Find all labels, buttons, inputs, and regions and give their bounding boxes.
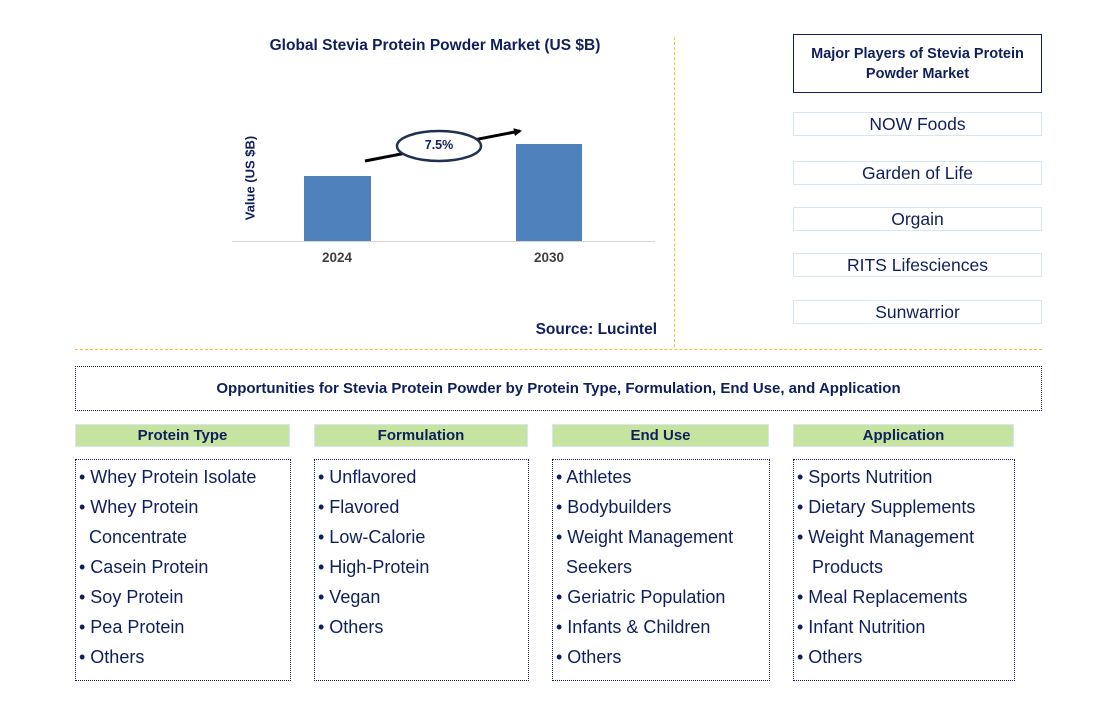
cagr-label: 7.5% bbox=[424, 138, 454, 152]
formulation-list: • Unflavored • Flavored • Low-Calorie • … bbox=[314, 459, 529, 681]
source-label: Source: Lucintel bbox=[535, 321, 657, 338]
list-item: Seekers bbox=[556, 557, 633, 577]
list-item: • Others bbox=[556, 647, 622, 667]
list-item: • Flavored bbox=[318, 497, 400, 517]
opportunities-title: Opportunities for Stevia Protein Powder … bbox=[75, 366, 1042, 411]
list-item: • Weight Management bbox=[797, 527, 975, 547]
list-item: • Others bbox=[79, 647, 145, 667]
list-item: • High-Protein bbox=[318, 557, 430, 577]
list-item: • Infant Nutrition bbox=[797, 617, 926, 637]
vertical-divider bbox=[674, 37, 675, 347]
list-item: • Low-Calorie bbox=[318, 527, 426, 547]
horizontal-divider bbox=[75, 349, 1042, 350]
player-garden-of-life: Garden of Life bbox=[793, 161, 1042, 185]
list-item: • Whey Protein Isolate bbox=[79, 467, 257, 487]
list-item: • Bodybuilders bbox=[556, 497, 672, 517]
bar-2024 bbox=[304, 176, 371, 241]
list-item: • Dietary Supplements bbox=[797, 497, 976, 517]
list-item: • Sports Nutrition bbox=[797, 467, 933, 487]
list-item: • Infants & Children bbox=[556, 617, 711, 637]
application-list: • Sports Nutrition • Dietary Supplements… bbox=[793, 459, 1015, 681]
player-sunwarrior: Sunwarrior bbox=[793, 300, 1042, 324]
players-title: Major Players of Stevia Protein Powder M… bbox=[793, 34, 1042, 93]
list-item: Concentrate bbox=[79, 527, 188, 547]
list-item: • Unflavored bbox=[318, 467, 417, 487]
end-use-list: • Athletes • Bodybuilders • Weight Manag… bbox=[552, 459, 770, 681]
list-item: • Weight Management bbox=[556, 527, 734, 547]
player-orgain: Orgain bbox=[793, 207, 1042, 231]
player-rits-lifesciences: RITS Lifesciences bbox=[793, 253, 1042, 277]
list-item: • Meal Replacements bbox=[797, 587, 968, 607]
list-item: • Athletes bbox=[556, 467, 632, 487]
chart-title: Global Stevia Protein Powder Market (US … bbox=[269, 37, 601, 54]
player-now-foods: NOW Foods bbox=[793, 112, 1042, 136]
column-header-end-use: End Use bbox=[552, 424, 769, 447]
list-item: • Casein Protein bbox=[79, 557, 209, 577]
list-item: • Soy Protein bbox=[79, 587, 184, 607]
column-header-protein-type: Protein Type bbox=[75, 424, 290, 447]
cagr-ellipse bbox=[395, 129, 483, 163]
list-item: • Pea Protein bbox=[79, 617, 185, 637]
x-tick-2024: 2024 bbox=[321, 250, 353, 265]
list-item: • Whey Protein bbox=[79, 497, 199, 517]
list-item: Products bbox=[797, 557, 884, 577]
list-item: • Others bbox=[318, 617, 384, 637]
x-tick-2030: 2030 bbox=[533, 250, 565, 265]
list-item: • Geriatric Population bbox=[556, 587, 726, 607]
x-axis-line bbox=[232, 241, 655, 242]
column-header-application: Application bbox=[793, 424, 1014, 447]
column-header-formulation: Formulation bbox=[314, 424, 528, 447]
bar-2030 bbox=[516, 144, 582, 241]
protein-type-list: • Whey Protein Isolate • Whey Protein Co… bbox=[75, 459, 291, 681]
list-item: • Vegan bbox=[318, 587, 381, 607]
list-item: • Others bbox=[797, 647, 863, 667]
